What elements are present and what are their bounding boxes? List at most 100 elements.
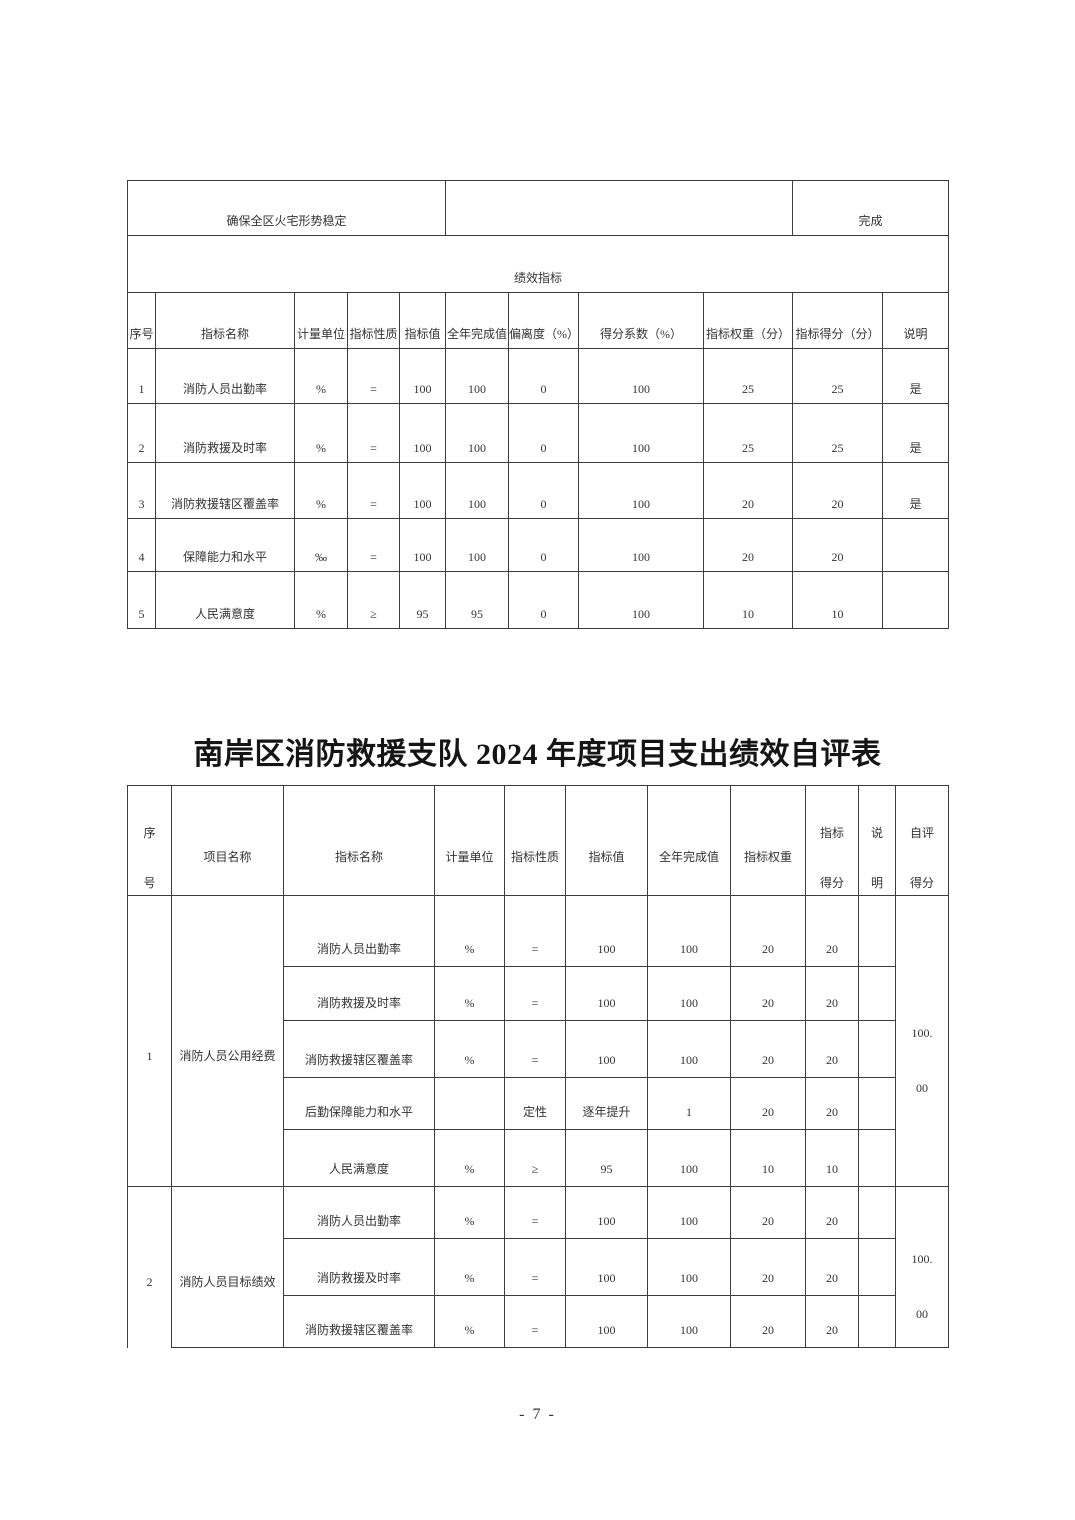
cell-nature: =	[504, 1295, 566, 1348]
cell-deviation: 0	[508, 518, 579, 572]
cell-deviation: 0	[508, 462, 579, 519]
cell-nature: =	[347, 462, 400, 519]
cell-target: 100	[565, 895, 648, 967]
cell-note	[858, 895, 896, 967]
table-row: 消防救援辖区覆盖率 % = 100 100 20 20	[128, 1020, 949, 1078]
cell-score: 10	[792, 571, 883, 629]
header-line: 明	[870, 876, 883, 890]
cell-score: 20	[792, 462, 883, 519]
cell-note	[858, 1238, 896, 1296]
col-header-nature: 指标性质	[347, 292, 400, 349]
col-header-deviation: 偏离度（%）	[508, 292, 579, 349]
cell-score: 10	[805, 1129, 859, 1187]
cell-indicator: 保障能力和水平	[155, 518, 295, 572]
header-line: 号	[143, 876, 156, 890]
cell-actual: 1	[647, 1077, 731, 1130]
cell-weight: 20	[703, 462, 793, 519]
cell-nature: =	[504, 1186, 566, 1239]
cell-score: 20	[805, 1186, 859, 1239]
col-header-indicator: 指标名称	[155, 292, 295, 349]
cell-actual: 100	[445, 518, 509, 572]
cell-actual: 100	[445, 403, 509, 463]
page-number: - 7 -	[519, 1406, 556, 1423]
col-header-weight: 指标权重	[730, 785, 806, 896]
col-header-score: 指标得分（分）	[792, 292, 883, 349]
page-title: 南岸区消防救援支队 2024 年度项目支出绩效自评表	[193, 738, 882, 771]
cell-score: 20	[805, 1238, 859, 1296]
cell-weight: 20	[730, 895, 806, 967]
cell-unit	[434, 1077, 505, 1130]
cell-target: 100	[399, 348, 446, 404]
cell-score: 20	[792, 518, 883, 572]
header-line: 说	[870, 826, 883, 840]
cell-target: 100	[565, 1295, 648, 1348]
cell-unit: %	[294, 571, 348, 629]
header-line: 自评	[909, 826, 934, 840]
project-self-evaluation-table: 序号 项目名称 指标名称 计量单位 指标性质 指标值 全年完成值 指标权重 指标…	[127, 785, 949, 1348]
cell-target: 100	[399, 403, 446, 463]
cell-target: 95	[399, 571, 446, 629]
cell-target: 100	[565, 966, 648, 1021]
cell-note: 是	[881, 462, 950, 519]
table-row: 消防救援辖区覆盖率 % = 100 100 20 20	[128, 1295, 949, 1348]
cell-indicator: 人民满意度	[283, 1129, 435, 1187]
cell-unit: %	[434, 1020, 505, 1078]
col-header-score: 指标 得分	[805, 785, 859, 896]
cell-deviation: 0	[508, 571, 579, 629]
cell-note	[858, 1295, 896, 1348]
table-row-goal: 确保全区火宅形势稳定 完成	[127, 180, 950, 236]
cell-weight: 20	[703, 518, 793, 572]
section-title: 绩效指标	[126, 235, 950, 293]
cell-target: 逐年提升	[565, 1077, 648, 1130]
cell-note	[858, 1129, 896, 1187]
table-row-section: 绩效指标	[126, 235, 950, 293]
cell-indicator: 消防人员出勤率	[283, 895, 435, 967]
cell-indicator: 消防人员出勤率	[283, 1186, 435, 1239]
cell-indicator: 消防救援及时率	[283, 1238, 435, 1296]
cell-actual: 100	[647, 1129, 731, 1187]
cell-nature: =	[504, 895, 566, 967]
table-row: 消防救援及时率 % = 100 100 20 20	[128, 966, 949, 1021]
cell-weight: 20	[730, 966, 806, 1021]
cell-weight: 10	[730, 1129, 806, 1187]
cell-indicator: 消防救援及时率	[155, 403, 295, 463]
self-score-line: 100.	[911, 1026, 933, 1040]
header-line: 得分	[909, 876, 934, 890]
table-row: 5 人民满意度 % ≥ 95 95 0 100 10 10	[127, 571, 950, 629]
cell-weight: 20	[730, 1238, 806, 1296]
col-header-target: 指标值	[565, 785, 648, 896]
cell-unit: %	[434, 1129, 505, 1187]
cell-weight: 20	[730, 1020, 806, 1078]
cell-unit: %	[434, 966, 505, 1021]
cell-nature: =	[504, 1238, 566, 1296]
cell-self-score: 100. 00	[895, 1186, 949, 1348]
cell-actual: 100	[647, 1295, 731, 1348]
cell-project: 消防人员公用经费	[171, 895, 284, 1187]
cell-target: 100	[565, 1238, 648, 1296]
table-row: 3 消防救援辖区覆盖率 % = 100 100 0 100 20 20 是	[127, 462, 950, 519]
cell-score: 20	[805, 1295, 859, 1348]
cell-score: 25	[792, 403, 883, 463]
cell-indicator: 后勤保障能力和水平	[283, 1077, 435, 1130]
cell-unit: %	[294, 462, 348, 519]
cell-actual: 95	[445, 571, 509, 629]
col-header-no: 序号	[127, 292, 156, 349]
cell-note	[881, 518, 950, 572]
cell-no: 5	[127, 571, 156, 629]
self-score-line: 00	[916, 1081, 928, 1095]
cell-unit: %	[294, 348, 348, 404]
table-row: 2 消防救援及时率 % = 100 100 0 100 25 25 是	[127, 403, 950, 463]
cell-coefficient: 100	[578, 462, 704, 519]
cell-no: 2	[127, 403, 156, 463]
cell-target: 100	[399, 518, 446, 572]
cell-note: 是	[881, 348, 950, 404]
cell-no: 4	[127, 518, 156, 572]
cell-indicator: 消防人员出勤率	[155, 348, 295, 404]
cell-nature: =	[347, 403, 400, 463]
cell-unit: %	[434, 1295, 505, 1348]
cell-nature: ≥	[347, 571, 400, 629]
cell-status: 完成	[791, 180, 950, 236]
cell-deviation: 0	[508, 403, 579, 463]
col-header-no: 序号	[127, 785, 172, 896]
